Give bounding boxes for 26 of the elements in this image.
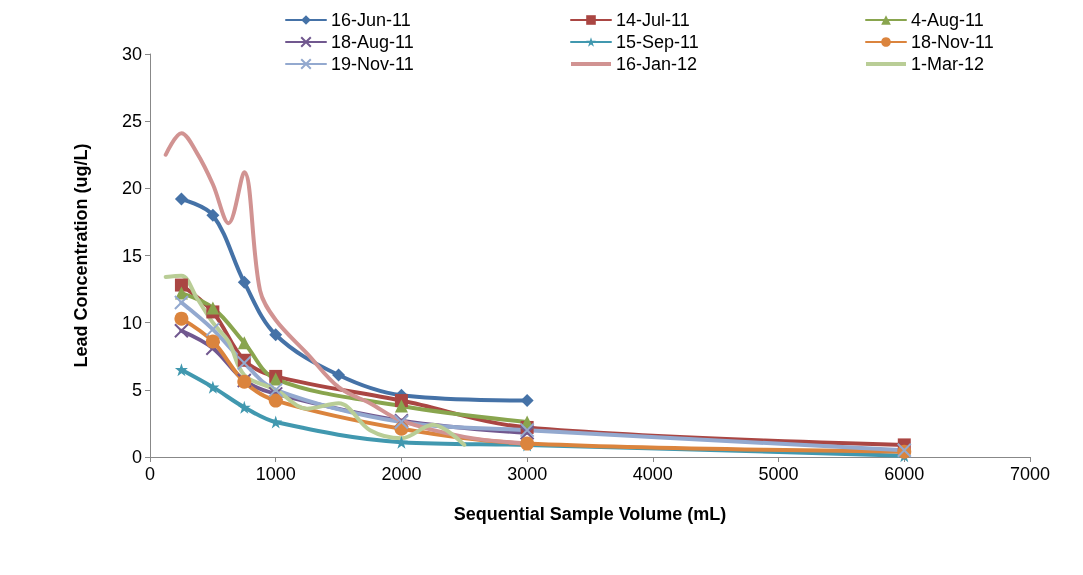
- y-tick-label: 0: [131, 447, 142, 467]
- x-tick-label: 1000: [255, 464, 296, 484]
- legend-label: 15-Sep-11: [616, 32, 699, 52]
- x-tick-label: 4000: [632, 464, 673, 484]
- x-tick-label: 0: [144, 464, 156, 484]
- legend-label: 18-Aug-11: [331, 32, 414, 52]
- y-tick-label: 15: [121, 245, 142, 266]
- x-tick-label: 7000: [1009, 464, 1051, 484]
- y-tick-label: 25: [121, 111, 142, 132]
- legend-label: 19-Nov-11: [331, 54, 414, 74]
- x-tick-label: 3000: [507, 464, 548, 484]
- legend-label: 16-Jun-11: [331, 10, 411, 30]
- y-tick-label: 20: [121, 178, 142, 199]
- legend-label: 16-Jan-12: [616, 54, 698, 74]
- legend-label: 14-Jul-11: [616, 10, 690, 30]
- y-tick-label: 30: [121, 44, 142, 64]
- x-tick-label: 6000: [884, 464, 925, 484]
- y-tick-label: 10: [121, 312, 142, 333]
- legend-label: 4-Aug-11: [911, 10, 984, 30]
- legend-label: 1-Mar-12: [911, 54, 985, 74]
- y-axis-title: Lead Concentration (ug/L): [71, 143, 91, 368]
- legend-label: 18-Nov-11: [911, 32, 994, 52]
- y-tick-label: 5: [131, 379, 142, 400]
- x-tick-label: 5000: [758, 464, 799, 484]
- x-tick-label: 2000: [381, 464, 422, 484]
- x-axis-title: Sequential Sample Volume (mL): [453, 504, 727, 524]
